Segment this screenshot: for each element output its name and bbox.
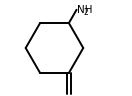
Text: NH: NH <box>77 5 93 15</box>
Text: 2: 2 <box>83 8 88 17</box>
